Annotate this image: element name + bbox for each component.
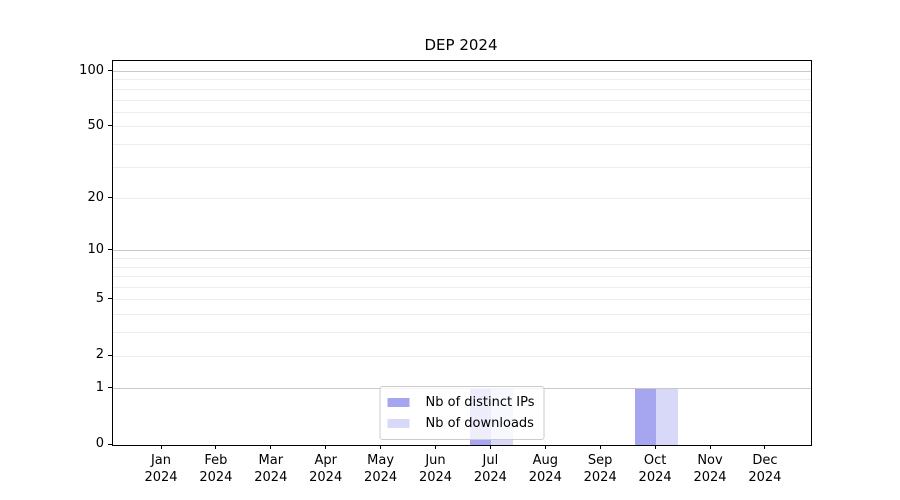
x-tick-mark [325, 445, 327, 449]
x-tick-label: Oct 2024 [638, 453, 672, 485]
legend-swatch-icon [387, 398, 410, 407]
x-tick-label: Nov 2024 [693, 453, 727, 485]
x-tick-mark [764, 445, 766, 449]
x-tick-label: Dec 2024 [748, 453, 782, 485]
x-tick-label: Apr 2024 [309, 453, 343, 485]
x-tick-mark [654, 445, 656, 449]
gridline-minor [113, 258, 811, 260]
x-tick-mark [215, 445, 217, 449]
gridline-minor [113, 314, 811, 316]
x-tick-label: Sep 2024 [583, 453, 617, 485]
gridline-minor [113, 99, 811, 101]
legend-swatch-icon [387, 419, 410, 428]
chart-title: DEP 2024 [424, 36, 498, 54]
gridline-major [113, 71, 811, 72]
y-tick-label: 10 [87, 241, 104, 257]
y-tick-mark [108, 387, 112, 389]
x-tick-mark [599, 445, 601, 449]
y-tick-mark [108, 70, 112, 71]
gridline-minor [113, 299, 811, 301]
x-tick-mark [709, 445, 711, 449]
gridline-major [113, 250, 811, 252]
y-tick-mark [108, 125, 112, 127]
y-tick-mark [108, 354, 112, 356]
y-tick-mark [108, 197, 112, 199]
gridline-minor [113, 332, 811, 334]
x-tick-label: Jan 2024 [144, 453, 178, 485]
gridline-minor [113, 355, 811, 357]
gridline-minor [113, 166, 811, 168]
gridline-minor [113, 266, 811, 268]
x-tick-label: May 2024 [364, 453, 398, 485]
y-tick-label: 2 [95, 347, 104, 363]
legend-label: Nb of downloads [425, 416, 534, 431]
gridline-minor [113, 287, 811, 289]
legend-row: Nb of downloads [387, 413, 535, 434]
gridline-minor [113, 126, 811, 128]
x-tick-label: Aug 2024 [528, 453, 562, 485]
y-tick-label: 0 [95, 436, 104, 451]
y-tick-mark [108, 249, 112, 251]
gridline-minor [113, 79, 811, 81]
gridline-minor [113, 143, 811, 145]
gridline-minor [113, 88, 811, 90]
x-tick-label: Jun 2024 [418, 453, 453, 485]
bar-downloads [656, 388, 678, 445]
x-tick-mark [380, 445, 382, 449]
x-tick-mark [160, 445, 162, 449]
x-tick-mark [489, 445, 491, 449]
bar-distinct-ips [634, 388, 657, 445]
y-tick-label: 20 [87, 189, 104, 205]
y-tick-label: 5 [95, 290, 104, 306]
x-tick-label: Feb 2024 [199, 453, 233, 485]
plot-area: Nb of distinct IPs Nb of downloads [112, 60, 812, 446]
x-tick-mark [544, 445, 546, 449]
y-tick-label: 100 [79, 62, 104, 78]
y-tick-label: 50 [87, 117, 104, 133]
y-tick-label: 1 [95, 379, 104, 395]
y-tick-mark [108, 298, 112, 300]
x-tick-mark [270, 445, 272, 449]
gridline-minor [113, 111, 811, 113]
legend: Nb of distinct IPs Nb of downloads [379, 386, 545, 440]
x-tick-label: Mar 2024 [254, 453, 288, 485]
y-tick-mark [108, 443, 112, 445]
gridline-minor [113, 198, 811, 200]
legend-row: Nb of distinct IPs [387, 392, 535, 413]
x-tick-mark [435, 445, 436, 449]
x-tick-label: Jul 2024 [473, 453, 507, 485]
gridline-minor [113, 276, 811, 278]
legend-label: Nb of distinct IPs [425, 395, 535, 410]
